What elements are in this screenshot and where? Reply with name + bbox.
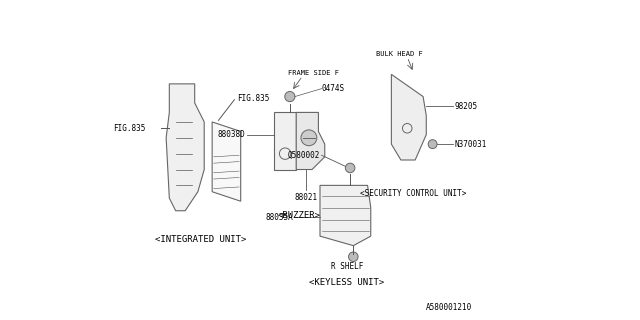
Circle shape: [346, 163, 355, 173]
Text: <INTEGRATED UNIT>: <INTEGRATED UNIT>: [156, 235, 247, 244]
Text: A580001210: A580001210: [426, 303, 472, 312]
Text: N370031: N370031: [455, 140, 487, 148]
Polygon shape: [274, 112, 296, 170]
Polygon shape: [296, 112, 324, 170]
Circle shape: [428, 140, 437, 148]
Text: FIG.835: FIG.835: [237, 94, 270, 103]
Polygon shape: [166, 84, 204, 211]
Text: Q580002: Q580002: [287, 151, 320, 160]
Circle shape: [349, 252, 358, 261]
Text: 88021: 88021: [294, 193, 317, 202]
Text: 98205: 98205: [455, 101, 478, 111]
Text: FIG.835: FIG.835: [113, 124, 145, 133]
Polygon shape: [392, 74, 426, 160]
Circle shape: [285, 92, 295, 102]
Text: 88038D: 88038D: [218, 130, 246, 139]
Polygon shape: [320, 185, 371, 246]
Text: <KEYLESS UNIT>: <KEYLESS UNIT>: [309, 278, 385, 287]
Text: <BUZZER>: <BUZZER>: [278, 211, 321, 220]
Text: 0474S: 0474S: [321, 84, 345, 93]
Polygon shape: [212, 122, 241, 201]
Circle shape: [301, 130, 317, 146]
Text: FRAME SIDE F: FRAME SIDE F: [288, 70, 339, 76]
Text: BULK HEAD F: BULK HEAD F: [376, 51, 422, 57]
Text: 88035A: 88035A: [266, 212, 293, 222]
Text: R SHELF: R SHELF: [331, 262, 363, 271]
Text: <SECURITY CONTROL UNIT>: <SECURITY CONTROL UNIT>: [360, 189, 467, 198]
